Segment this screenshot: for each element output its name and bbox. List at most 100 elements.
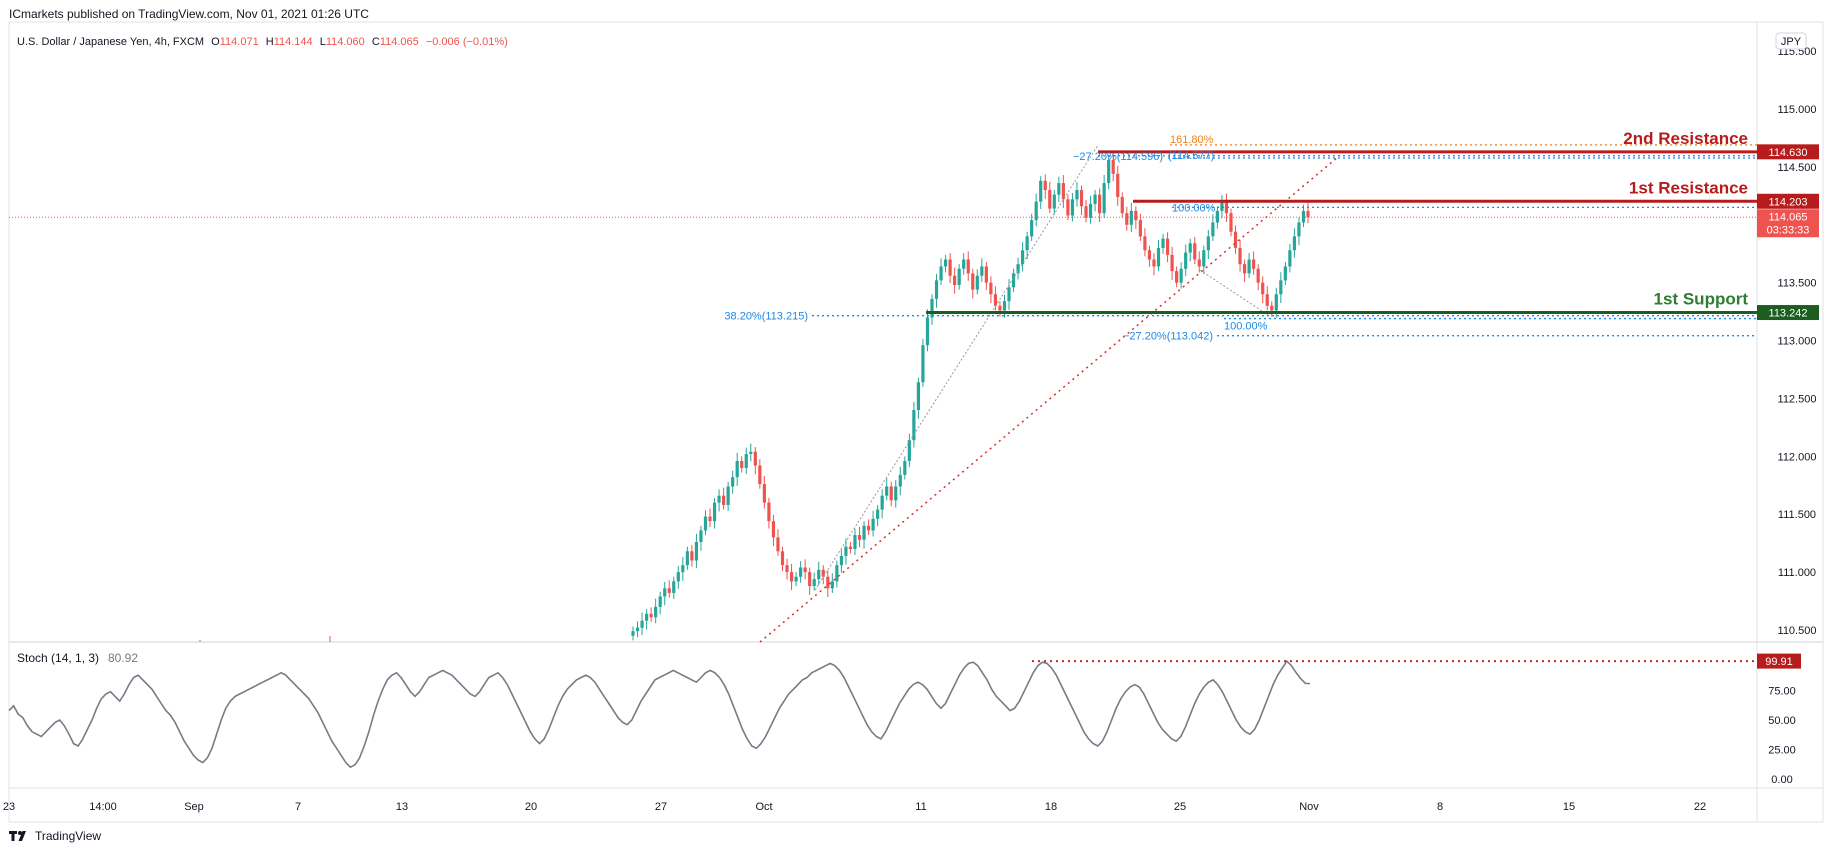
time-tick-label: 22 xyxy=(1694,801,1706,813)
candle-body xyxy=(1129,210,1133,225)
candle-body xyxy=(980,266,984,276)
candle-body xyxy=(912,410,916,441)
candle-body xyxy=(1066,199,1070,216)
candle-body xyxy=(921,345,925,383)
candle-body xyxy=(1247,259,1251,274)
time-tick-label: 18 xyxy=(1045,801,1057,813)
stoch-current-value: 99.91 xyxy=(1765,656,1793,668)
candle-body xyxy=(1220,201,1224,211)
candle-body xyxy=(1039,180,1043,202)
time-tick-label: 15 xyxy=(1563,801,1575,813)
candle-body xyxy=(771,521,776,538)
candle-body xyxy=(744,454,748,468)
candles-group xyxy=(199,153,1310,642)
candle-body xyxy=(862,525,866,540)
stoch-axis: 75.00 50.00 25.00 0.00 xyxy=(1768,686,1796,787)
candle-body xyxy=(1193,243,1197,260)
price-tick-label: 114.500 xyxy=(1778,162,1817,174)
candle-body xyxy=(835,565,839,582)
candle-body xyxy=(676,572,680,582)
tradingview-branding[interactable]: TradingView xyxy=(9,829,101,843)
candle-body xyxy=(821,569,825,577)
stoch-tick-label: 75.00 xyxy=(1768,686,1796,698)
time-tick-label: 25 xyxy=(1174,801,1186,813)
candle-body xyxy=(898,474,902,487)
candle-body xyxy=(672,581,676,593)
candle-body xyxy=(649,613,653,618)
candle-body xyxy=(1020,250,1025,265)
candle-body xyxy=(1030,220,1034,237)
high-value: 114.144 xyxy=(273,36,313,48)
candle-body xyxy=(1270,305,1274,311)
candle-body xyxy=(957,268,961,285)
time-tick-label: 8 xyxy=(1437,801,1443,813)
support1-label: 1st Support xyxy=(1654,290,1749,309)
candle-body xyxy=(1011,273,1016,288)
candle-body xyxy=(830,581,834,589)
price-tick-label: 112.000 xyxy=(1778,451,1817,463)
candle-body xyxy=(690,551,694,561)
candle-body xyxy=(1152,259,1156,267)
candle-body xyxy=(962,259,966,269)
candle-body xyxy=(1256,268,1260,283)
candle-body xyxy=(1279,280,1283,295)
ohlc-low: L114.060 xyxy=(319,36,365,48)
candle-body xyxy=(1116,173,1120,197)
candle-body xyxy=(703,516,708,531)
candle-body xyxy=(1156,247,1161,267)
time-tick-label: 20 xyxy=(525,801,537,813)
candle-body xyxy=(789,572,794,582)
candle-body xyxy=(853,535,857,549)
candle-body xyxy=(1007,287,1011,302)
symbol-legend[interactable]: U.S. Dollar / Japanese Yen, 4h, FXCM O11… xyxy=(17,36,508,48)
candle-body xyxy=(776,537,780,552)
stoch-title: Stoch (14, 1, 3) xyxy=(17,651,99,665)
time-axis[interactable]: 23 14:00 Sep 7 13 20 27 Oct 11 18 25 Nov 8 15 22 xyxy=(3,801,1706,813)
candle-body xyxy=(1197,259,1201,267)
candle-body xyxy=(663,588,667,597)
low-value: 114.060 xyxy=(325,36,365,48)
resistance1-price-badge: 114.203 xyxy=(1757,193,1819,209)
candle-body xyxy=(799,567,803,577)
price-tick-label: 113.500 xyxy=(1778,278,1817,290)
time-tick-label: 27 xyxy=(655,801,667,813)
candle-body xyxy=(885,486,889,496)
price-axis[interactable]: 115.500115.000114.500114.000113.500113.0… xyxy=(1778,46,1817,637)
candle-body xyxy=(1202,250,1206,267)
fib-diagonal-1 xyxy=(814,144,1099,591)
candle-body xyxy=(998,305,1002,311)
change-value: −0.006 (−0.01%) xyxy=(425,36,508,48)
fib-diagonal-2 xyxy=(1199,269,1269,316)
candle-body xyxy=(635,627,640,632)
fib-161-label: 161.80% xyxy=(1170,134,1214,146)
candle-body xyxy=(948,259,952,276)
candle-body xyxy=(1206,236,1210,251)
candle-body xyxy=(889,486,893,501)
candle-body xyxy=(1179,268,1183,283)
candle-body xyxy=(1043,180,1047,191)
candle-body xyxy=(907,440,911,461)
candle-body xyxy=(1238,247,1242,265)
chart-frame xyxy=(8,21,1824,823)
candle-body xyxy=(803,567,807,573)
resistance2-label: 2nd Resistance xyxy=(1623,129,1748,148)
candle-body xyxy=(1098,194,1102,214)
price-tick-label: 113.000 xyxy=(1778,336,1817,348)
candle-body xyxy=(1052,194,1056,209)
ohlc-close: C114.065 xyxy=(371,36,419,48)
candle-body xyxy=(1261,282,1265,295)
candle-body xyxy=(1002,301,1007,311)
price-tick-label: 112.500 xyxy=(1778,393,1817,405)
candle-body xyxy=(785,565,789,573)
candle-body xyxy=(735,460,739,478)
price-tick-label: 111.000 xyxy=(1778,567,1816,579)
candle-body xyxy=(1265,294,1269,306)
time-tick-label: Sep xyxy=(184,801,204,813)
candle-body xyxy=(1070,199,1075,216)
support1-price-badge: 113.242 xyxy=(1757,305,1819,321)
candle-body xyxy=(1288,250,1292,267)
candle-body xyxy=(726,486,730,505)
candle-body xyxy=(1170,254,1174,272)
candle-body xyxy=(762,484,766,503)
